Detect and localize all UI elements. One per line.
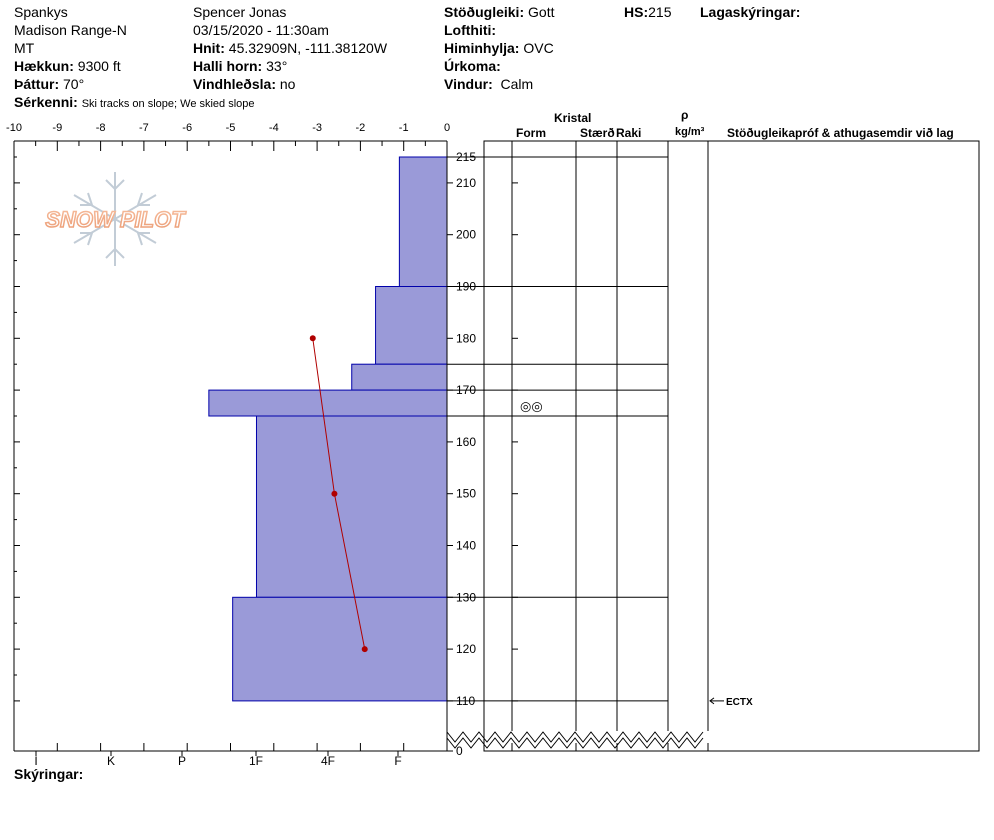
depth-tick-label: 140 (456, 539, 476, 553)
density-unit-header: kg/m³ (675, 126, 705, 138)
coords: Hnit: 45.32909N, -111.38120W (193, 40, 387, 56)
hardness-label: F (394, 754, 401, 768)
depth-break-zigzag-top (446, 731, 704, 743)
temp-point-0 (309, 335, 316, 342)
size-header: Stærð (580, 126, 615, 140)
wind-value: Calm (500, 76, 534, 92)
layer-notes-label: Lagaskýringar: (700, 4, 801, 20)
snowpilot-logo: SNOW PILOT (45, 172, 187, 266)
hs: HS:215 (624, 4, 671, 20)
temp-tick-label: -2 (356, 122, 366, 134)
temp-tick-label: 0 (444, 122, 450, 134)
axis-ticks: -10 -9 -8 -7 -6 -5 -4 -3 -2 -1 0215210200190180170… (6, 122, 476, 768)
sky-value: OVC (523, 40, 554, 56)
observer-name: Spencer Jonas (193, 4, 287, 20)
wind-loading-label: Vindhleðsla: (193, 76, 276, 92)
elevation: Hækkun: 9300 ft (14, 58, 121, 74)
temp-point-1 (331, 490, 338, 497)
stability-value: Gott (528, 4, 555, 20)
hardness-label: I (34, 754, 37, 768)
wind-loading: Vindhleðsla: no (193, 76, 295, 92)
temp-point-2 (361, 646, 368, 653)
stability-label: Stöðugleiki: (444, 4, 525, 20)
hardness-label: K (107, 754, 115, 768)
depth-tick-label: 120 (456, 642, 476, 656)
temp-tick-label: -7 (139, 122, 149, 134)
hardness-label: 1F (249, 754, 263, 768)
range: Madison Range-N (14, 22, 127, 38)
state: MT (14, 40, 35, 56)
depth-tick-label: 160 (456, 435, 476, 449)
arrow-head (709, 697, 715, 705)
slope-value: 33° (266, 58, 288, 74)
stability-test-label: ECTX (726, 697, 753, 708)
wind-loading-value: no (279, 76, 296, 92)
datetime: 03/15/2020 - 11:30am (193, 22, 329, 38)
grain-form-symbol: ◎◎ (520, 399, 543, 414)
hardness-label: P (178, 754, 186, 768)
hardness-bar-1 (375, 286, 448, 365)
aspect-value: 70° (63, 76, 85, 92)
observer: Spankys (14, 4, 68, 20)
temp-tick-label: -3 (312, 122, 322, 134)
temp-tick-label: -4 (269, 122, 279, 134)
features-value: Ski tracks on slope; We skied slope (81, 98, 255, 110)
snowflake-icon (73, 172, 157, 266)
depth-tick-label: 0 (456, 744, 463, 758)
depth-tick-label: 210 (456, 176, 476, 190)
wind-label: Vindur: (444, 76, 493, 92)
rho-header: ρ (681, 108, 689, 122)
slope-label: Halli horn: (193, 58, 263, 74)
temp-tick-label: -9 (52, 122, 62, 134)
hardness-label: 4F (321, 754, 335, 768)
temp-tick-label: -8 (96, 122, 106, 134)
coords-value: 45.32909N, -111.38120W (228, 40, 388, 56)
slope: Halli horn: 33° (193, 58, 287, 74)
logo-text: SNOW PILOT (45, 207, 186, 232)
aspect: Þáttur: 70° (14, 76, 84, 92)
features: Sérkenni: Ski tracks on slope; We skied … (14, 94, 255, 112)
temp-tick-label: -1 (399, 122, 409, 134)
footer-notes-label: Skýringar: (14, 766, 84, 782)
hs-label: HS: (624, 4, 649, 20)
temp-tick-label: -10 (6, 122, 22, 134)
sky: Himinhylja: OVC (444, 40, 554, 56)
layer-table: ◎◎ ECTX (446, 140, 980, 752)
comments-header: Stöðugleikapróf & athugasemdir við lag (727, 126, 954, 140)
depth-tick-label: 180 (456, 331, 476, 345)
features-label: Sérkenni: (14, 94, 78, 110)
hardness-bar-3 (208, 389, 448, 417)
form-header: Form (516, 126, 546, 140)
aspect-label: Þáttur: (14, 76, 60, 92)
crystal-header: Kristal (554, 111, 592, 125)
stability: Stöðugleiki: Gott (444, 4, 554, 20)
elevation-label: Hækkun: (14, 58, 74, 74)
temp-tick-label: -5 (226, 122, 236, 134)
hardness-bar-0 (398, 156, 448, 287)
table-frame (483, 140, 980, 752)
precip-label: Úrkoma: (444, 58, 501, 74)
temperature-profile (309, 335, 368, 653)
depth-tick-label: 150 (456, 487, 476, 501)
wind: Vindur: Calm (444, 76, 533, 92)
moisture-header: Raki (616, 126, 642, 140)
hardness-layers (208, 156, 448, 702)
hs-value: 215 (648, 4, 672, 20)
depth-break-zigzag-bottom (446, 737, 704, 749)
hardness-bar-4 (255, 415, 448, 598)
coords-label: Hnit: (193, 40, 225, 56)
air-temp-label: Lofthiti: (444, 22, 497, 38)
hardness-bar-2 (351, 363, 448, 391)
temp-tick-label: -6 (182, 122, 192, 134)
hardness-bar-5 (232, 596, 448, 702)
elevation-value: 9300 ft (77, 58, 121, 74)
depth-tick-label: 200 (456, 228, 476, 242)
sky-label: Himinhylja: (444, 40, 520, 56)
